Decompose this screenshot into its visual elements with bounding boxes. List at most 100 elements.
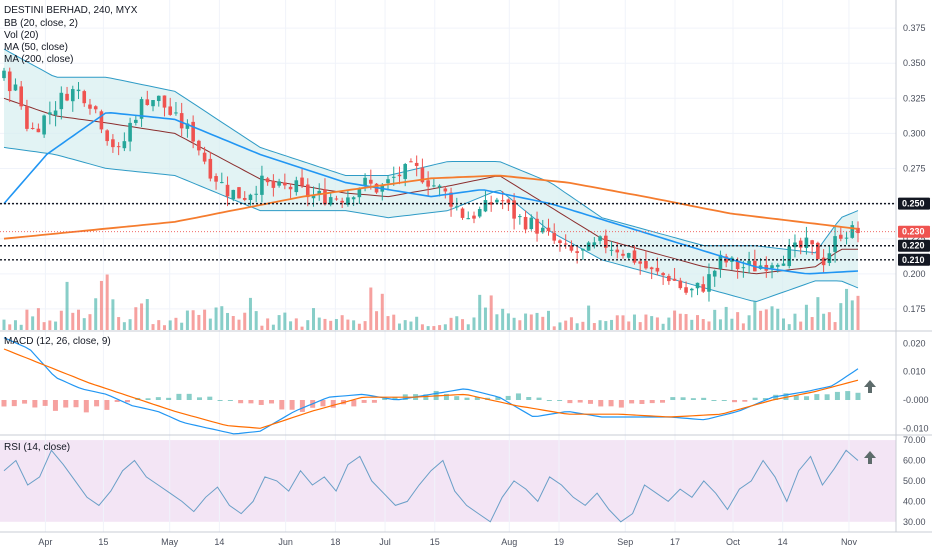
volume-bar (128, 319, 132, 330)
candle-body (334, 198, 339, 200)
candle-body (489, 202, 493, 205)
macd-histogram-bar (22, 400, 28, 404)
volume-bar (655, 317, 659, 330)
symbol-legend[interactable]: DESTINI BERHAD, 240, MYX (4, 5, 138, 16)
candle-body (111, 139, 115, 148)
volume-bar (369, 287, 373, 330)
volume-bar (661, 323, 665, 330)
volume-bar (168, 320, 172, 330)
macd-histogram-bar (701, 397, 707, 400)
candle-body (317, 190, 322, 195)
volume-bar (317, 317, 321, 330)
candle-body (770, 265, 774, 269)
macd-histogram-bar (845, 391, 851, 400)
candle-body (718, 254, 723, 269)
volume-bar (352, 320, 356, 330)
bb-legend[interactable]: BB (20, close, 2) (4, 18, 78, 29)
horizontal-levels[interactable] (0, 202, 896, 261)
macd-legend[interactable]: MACD (12, 26, close, 9) (4, 336, 111, 347)
volume-bar (627, 321, 631, 330)
candle-body (88, 104, 92, 109)
macd-histogram-bar (217, 400, 223, 401)
macd-histogram-bar (629, 400, 635, 404)
candle-body (300, 177, 304, 186)
candle-body (162, 95, 167, 108)
candle-body (283, 182, 287, 186)
volume-bar (191, 310, 195, 330)
volume-bar (334, 319, 338, 330)
volume-bar (478, 294, 482, 330)
candle-body (615, 249, 620, 253)
candle-body (810, 240, 814, 245)
volume-bar (25, 309, 29, 330)
candle-body (535, 218, 539, 234)
macd-histogram-bar (557, 400, 563, 401)
volume-bar (621, 315, 625, 330)
macd-axis[interactable]: 0.020 0.010 -0.000 -0.010 (903, 338, 929, 433)
volume-bar (42, 322, 46, 330)
volume-bar (363, 321, 367, 330)
candle-body (59, 92, 64, 110)
volume-bar (65, 281, 69, 330)
volume-bar (105, 274, 109, 330)
volume-bar (483, 307, 487, 330)
candle-body (598, 236, 602, 241)
volume-bar (506, 313, 510, 330)
volume-bar (420, 324, 424, 330)
vol-legend[interactable]: Vol (20) (4, 30, 38, 41)
macd-histogram-bar (855, 392, 861, 400)
volume-bar (8, 324, 12, 330)
axis-tick-label: 0.300 (903, 128, 926, 138)
volume-bar (220, 306, 224, 330)
volume-bar (323, 318, 327, 330)
candle-body (48, 112, 52, 115)
volume-bar (19, 324, 23, 330)
volume-bar (598, 320, 602, 330)
price-tag-label: 0.250 (902, 199, 925, 209)
candle-body (460, 208, 465, 218)
up-arrow-icon[interactable] (864, 380, 876, 393)
up-arrow-icon[interactable] (864, 451, 876, 464)
price-tag-bg (898, 239, 930, 252)
rsi-axis[interactable]: 70.00 60.00 50.00 40.00 30.00 (903, 435, 926, 527)
candle-body (747, 260, 751, 265)
volume-bar (804, 304, 808, 330)
candle-body (254, 193, 258, 195)
price-tag-bg (898, 197, 930, 210)
volume-bar (701, 319, 705, 330)
candle-body (208, 158, 213, 179)
volume-bar (736, 312, 740, 330)
candle-body (592, 242, 597, 246)
volume-bar (346, 319, 350, 330)
candle-body (288, 186, 293, 190)
volume-bar (117, 317, 121, 330)
volume-bar (140, 303, 144, 330)
macd-histogram-bar (495, 396, 501, 400)
volume-bar (822, 313, 826, 330)
macd-histogram-bar (649, 400, 655, 404)
candle-body (432, 185, 436, 187)
volume-bar (615, 315, 619, 330)
candle-body (197, 140, 201, 151)
volume-bar (747, 315, 751, 330)
candle-body (816, 242, 820, 260)
volume-bar (741, 323, 745, 330)
rsi-legend[interactable]: RSI (14, close) (4, 442, 70, 453)
volume-bar (718, 319, 722, 330)
ma50-line (3, 111, 859, 275)
axis-tick-label: 0.200 (903, 269, 926, 279)
ma200-legend[interactable]: MA (200, close) (4, 54, 73, 65)
volume-bars (2, 274, 860, 330)
macd-histogram-bar (299, 400, 305, 412)
ma50-legend[interactable]: MA (50, close) (4, 42, 68, 53)
volume-bar (438, 325, 442, 330)
macd-pane[interactable] (0, 332, 896, 434)
volume-bar (248, 297, 252, 330)
price-axis[interactable]: 0.375 0.350 0.325 0.300 0.275 0.250 0.225 0.200… (903, 23, 926, 314)
candle-body (495, 199, 499, 203)
macd-histogram-bar (464, 397, 470, 400)
candle-body (741, 267, 746, 269)
macd-histogram-bar (690, 398, 696, 400)
time-axis[interactable]: Apr 15 May 14 Jun 18 Jul 15 Aug 19 Sep 17 Oct 14 Nov (38, 537, 857, 547)
